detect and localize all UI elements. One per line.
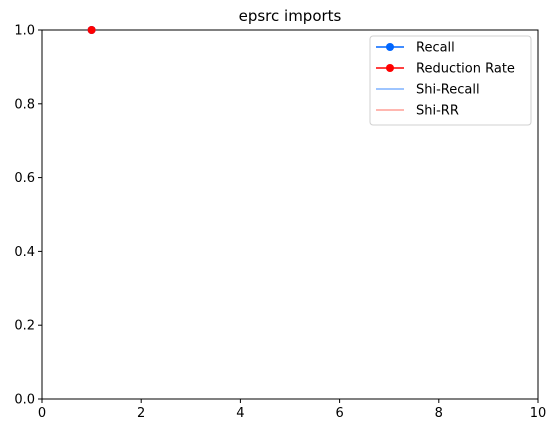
x-tick-label: 0 xyxy=(38,406,46,421)
x-tick-label: 10 xyxy=(530,406,547,421)
legend-label: Shi-RR xyxy=(416,104,459,119)
x-tick-label: 4 xyxy=(236,406,244,421)
legend-label: Reduction Rate xyxy=(416,62,515,77)
legend-label: Recall xyxy=(416,41,455,56)
x-tick-label: 6 xyxy=(335,406,343,421)
chart-title: epsrc imports xyxy=(239,7,342,25)
y-tick-label: 0.4 xyxy=(14,245,35,260)
series-layer xyxy=(88,26,96,34)
x-axis: 0 2 4 6 8 10 xyxy=(38,399,546,421)
y-axis: 0.0 0.2 0.4 0.6 0.8 1.0 xyxy=(14,24,42,408)
series-reduction-rate xyxy=(88,26,96,34)
y-tick-label: 1.0 xyxy=(14,24,35,39)
y-tick-label: 0.8 xyxy=(14,97,35,112)
data-point xyxy=(88,26,96,34)
legend-marker xyxy=(386,64,394,72)
legend-marker xyxy=(386,43,394,51)
y-tick-label: 0.2 xyxy=(14,319,35,334)
y-tick-label: 0.0 xyxy=(14,393,35,408)
y-tick-label: 0.6 xyxy=(14,171,35,186)
legend: Recall Reduction Rate Shi-Recall Shi-RR xyxy=(370,36,531,125)
x-tick-label: 8 xyxy=(435,406,443,421)
x-tick-label: 2 xyxy=(137,406,145,421)
legend-label: Shi-Recall xyxy=(416,83,480,98)
